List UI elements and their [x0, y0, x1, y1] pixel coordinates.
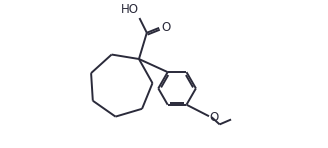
Text: HO: HO: [121, 3, 139, 16]
Text: O: O: [210, 111, 219, 124]
Text: O: O: [161, 21, 170, 34]
